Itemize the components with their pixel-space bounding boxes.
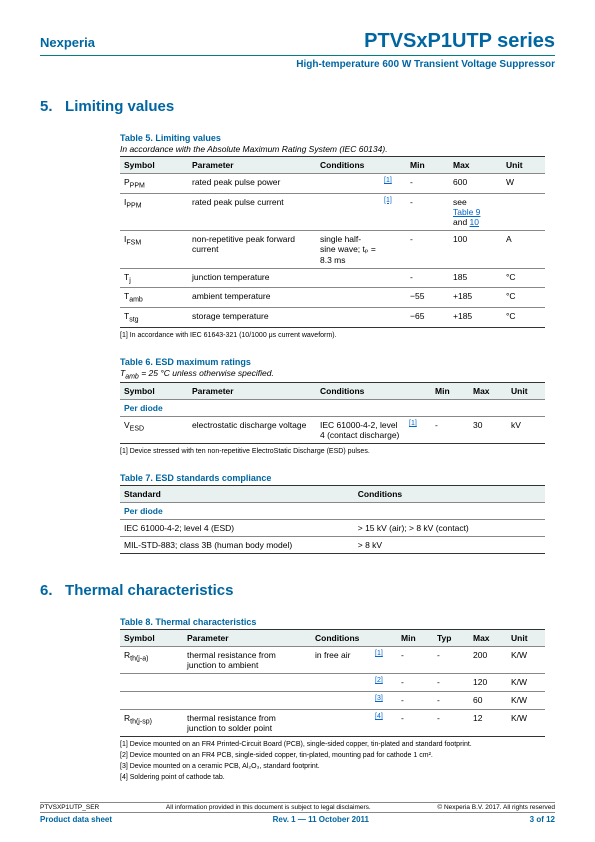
ref-link[interactable]: [1] — [384, 177, 392, 184]
ref-link[interactable]: [4] — [375, 713, 383, 720]
section-6-title: 6. Thermal characteristics — [40, 582, 555, 599]
product-title: PTVSxP1UTP series — [364, 30, 555, 53]
ref-link[interactable]: [2] — [375, 677, 383, 684]
table8-fn4: [4] Soldering point of cathode tab. — [120, 774, 545, 781]
table-link[interactable]: Table 9 — [453, 207, 480, 217]
table5-caption: In accordance with the Absolute Maximum … — [120, 144, 545, 154]
table6-footnote: [1] Device stressed with ten non-repetit… — [120, 448, 545, 455]
subtitle: High-temperature 600 W Transient Voltage… — [40, 59, 555, 70]
table8-fn3: [3] Device mounted on a ceramic PCB, Al₂… — [120, 763, 545, 770]
table5-footnote: [1] In accordance with IEC 61643-321 (10… — [120, 332, 545, 339]
table5-title: Table 5. Limiting values — [120, 133, 545, 143]
ref-link[interactable]: [1] — [384, 197, 392, 204]
table5: Symbol Parameter Conditions Min Max Unit… — [120, 156, 545, 328]
table-link[interactable]: 10 — [470, 217, 479, 227]
footer: PTVSXP1UTP_SER All information provided … — [40, 802, 555, 824]
table8-fn2: [2] Device mounted on an FR4 PCB, single… — [120, 752, 545, 759]
section-5-title: 5. Limiting values — [40, 98, 555, 115]
ref-link[interactable]: [3] — [375, 695, 383, 702]
ref-link[interactable]: [1] — [375, 650, 383, 657]
table6-caption: Tamb = 25 °C unless otherwise specified. — [120, 368, 545, 381]
ref-link[interactable]: [1] — [409, 420, 417, 427]
table8-fn1: [1] Device mounted on an FR4 Printed-Cir… — [120, 741, 545, 748]
table8: Symbol Parameter Conditions Min Typ Max … — [120, 629, 545, 737]
table7: Standard Conditions Per diode IEC 61000-… — [120, 485, 545, 554]
table6: Symbol Parameter Conditions Min Max Unit… — [120, 382, 545, 444]
table8-title: Table 8. Thermal characteristics — [120, 617, 545, 627]
brand: Nexperia — [40, 35, 95, 50]
table7-title: Table 7. ESD standards compliance — [120, 473, 545, 483]
table6-title: Table 6. ESD maximum ratings — [120, 357, 545, 367]
